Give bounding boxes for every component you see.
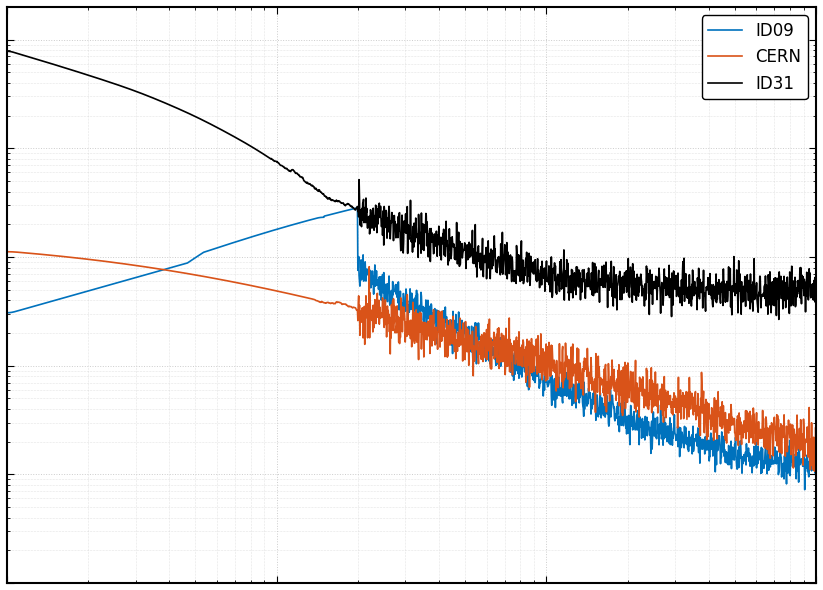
ID31: [774, 316, 783, 323]
ID09: [800, 486, 810, 493]
CERN: [788, 421, 797, 428]
Line: CERN: CERN: [7, 252, 816, 471]
CERN: [2, 248, 12, 255]
ID31: [788, 278, 797, 285]
CERN: [639, 404, 649, 411]
Line: ID31: ID31: [7, 51, 816, 319]
CERN: [374, 297, 384, 304]
ID09: [811, 468, 821, 476]
Legend: ID09, CERN, ID31: ID09, CERN, ID31: [702, 15, 807, 99]
ID09: [44, 299, 53, 306]
ID31: [44, 59, 53, 66]
CERN: [44, 251, 53, 258]
ID31: [374, 204, 384, 211]
CERN: [788, 431, 797, 438]
ID09: [352, 204, 362, 211]
ID09: [374, 273, 384, 280]
ID09: [396, 301, 406, 308]
ID31: [2, 48, 12, 55]
ID09: [788, 457, 798, 464]
ID31: [639, 292, 649, 299]
ID09: [2, 309, 12, 316]
ID09: [788, 463, 797, 470]
ID31: [788, 286, 798, 293]
ID31: [811, 298, 821, 305]
CERN: [810, 467, 820, 474]
Line: ID09: ID09: [7, 208, 816, 490]
ID31: [395, 236, 405, 243]
CERN: [811, 439, 821, 446]
ID09: [639, 423, 649, 430]
CERN: [395, 334, 405, 341]
